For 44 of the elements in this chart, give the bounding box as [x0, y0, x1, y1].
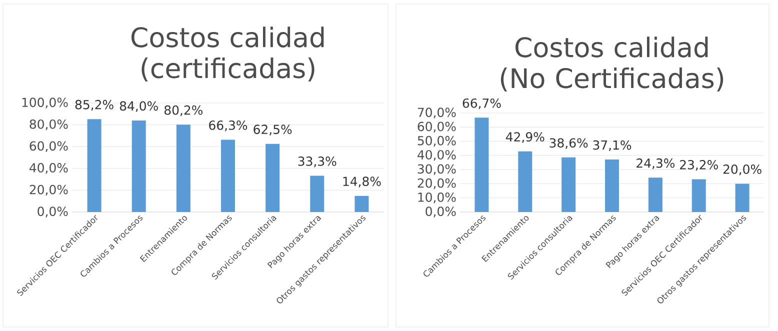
data-label: 33,3% — [298, 156, 336, 168]
bar — [221, 140, 235, 212]
data-label: 20,0% — [723, 164, 762, 176]
bar — [735, 184, 750, 212]
y-tick-label: 60,0% — [30, 141, 68, 152]
data-label: 38,6% — [550, 138, 588, 149]
y-tick-label: 0,0% — [38, 206, 68, 218]
bar — [692, 179, 706, 212]
bar — [605, 160, 620, 212]
data-label: 80,2% — [164, 105, 203, 116]
bar — [474, 118, 489, 212]
data-label: 24,3% — [636, 158, 675, 170]
y-tick-label: 50,0% — [418, 136, 456, 147]
data-label: 85,2% — [75, 100, 114, 111]
y-tick-label: 60,0% — [418, 122, 456, 132]
bar — [176, 124, 190, 212]
bar — [132, 120, 146, 212]
y-tick-label: 80,0% — [30, 119, 68, 130]
data-label: 14,8% — [343, 176, 381, 188]
bar — [87, 119, 102, 212]
bar — [518, 151, 532, 212]
y-tick-label: 100,0% — [22, 98, 68, 108]
data-label: 84,0% — [120, 101, 158, 112]
y-tick-label: 20,0% — [418, 178, 456, 190]
data-label: 23,2% — [680, 160, 718, 171]
y-tick-label: 0,0% — [426, 206, 456, 218]
data-label: 42,9% — [506, 132, 544, 143]
bar — [266, 144, 280, 212]
data-label: 66,7% — [462, 98, 501, 110]
bar — [354, 196, 369, 212]
y-tick-label: 10,0% — [418, 192, 456, 204]
y-tick-label: 70,0% — [418, 108, 456, 118]
y-tick-label: 30,0% — [418, 164, 456, 175]
y-tick-label: 40,0% — [30, 163, 68, 174]
bar — [310, 176, 324, 212]
y-tick-label: 20,0% — [30, 184, 68, 196]
data-label: 62,5% — [254, 124, 292, 136]
data-label: 66,3% — [209, 120, 248, 132]
data-label: 37,1% — [593, 140, 632, 152]
bar — [562, 157, 576, 212]
chart-title: Costos calidad (certificadas) — [131, 26, 324, 82]
chart-title: Costos calidad (No Certificadas) — [500, 36, 724, 92]
bar — [648, 178, 662, 212]
y-tick-label: 40,0% — [418, 150, 456, 161]
